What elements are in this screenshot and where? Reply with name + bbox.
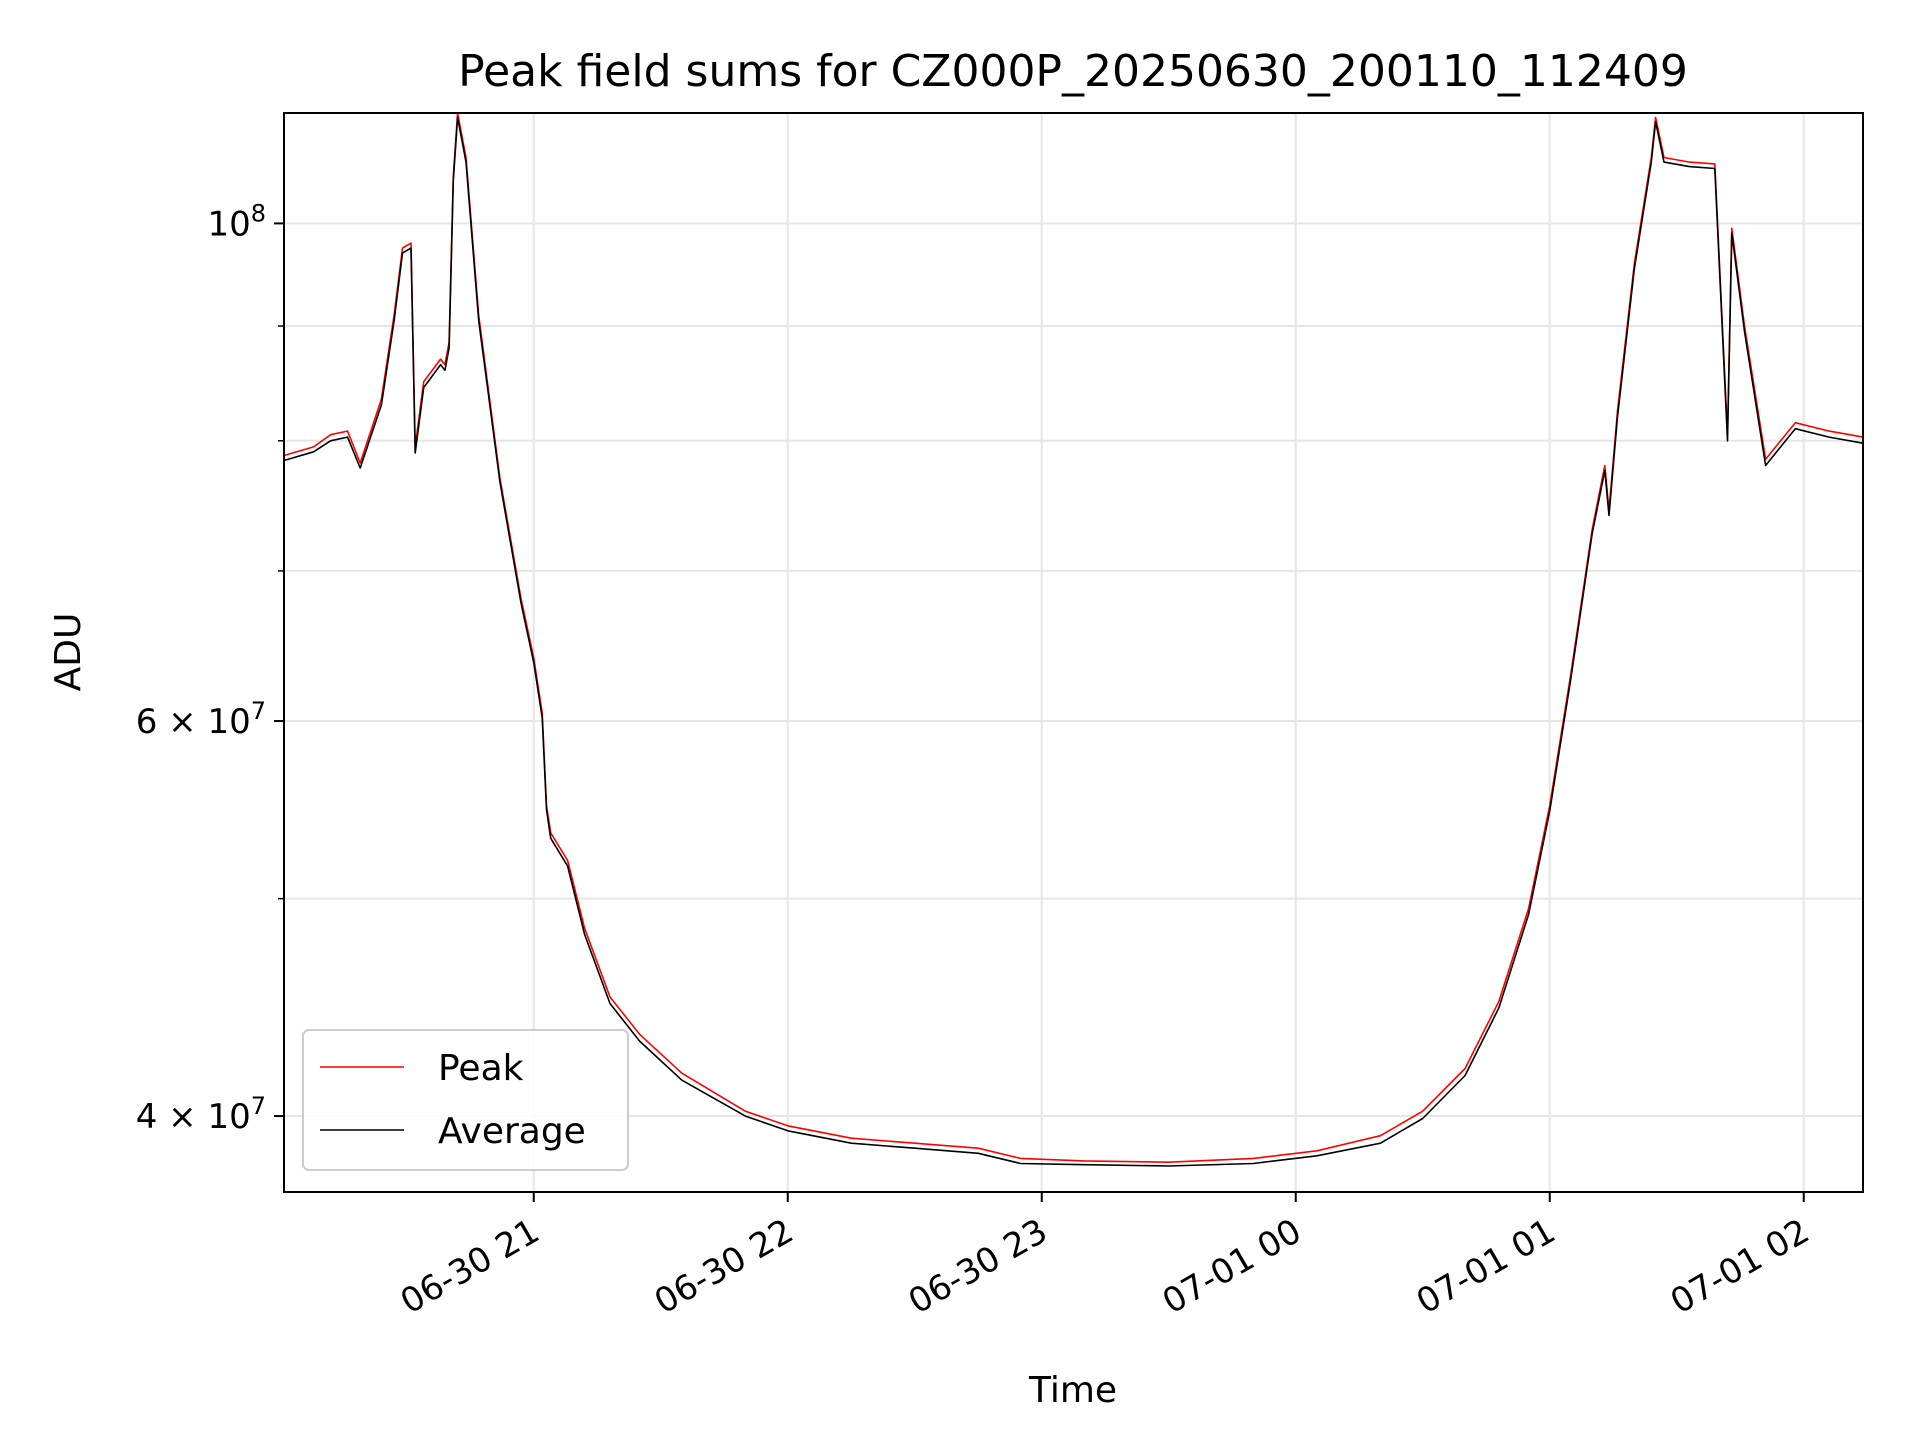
x-axis-label: Time — [1028, 1370, 1117, 1411]
series-line-average — [283, 116, 1864, 1167]
y-tick-label: 108 — [207, 199, 266, 244]
legend-average-label: Average — [438, 1111, 586, 1152]
y-tick-label: 6 × 107 — [136, 697, 266, 742]
y-axis-label: ADU — [48, 613, 89, 692]
series-layer — [283, 112, 1864, 1167]
legend-peak-label: Peak — [438, 1048, 524, 1089]
legend-frame — [302, 1029, 629, 1171]
plot-area-frame — [283, 112, 1864, 1193]
legend: Peak Average — [302, 1029, 629, 1171]
y-tick-label: 4 × 107 — [136, 1092, 266, 1137]
chart-title: Peak field sums for CZ000P_20250630_2001… — [458, 46, 1688, 97]
